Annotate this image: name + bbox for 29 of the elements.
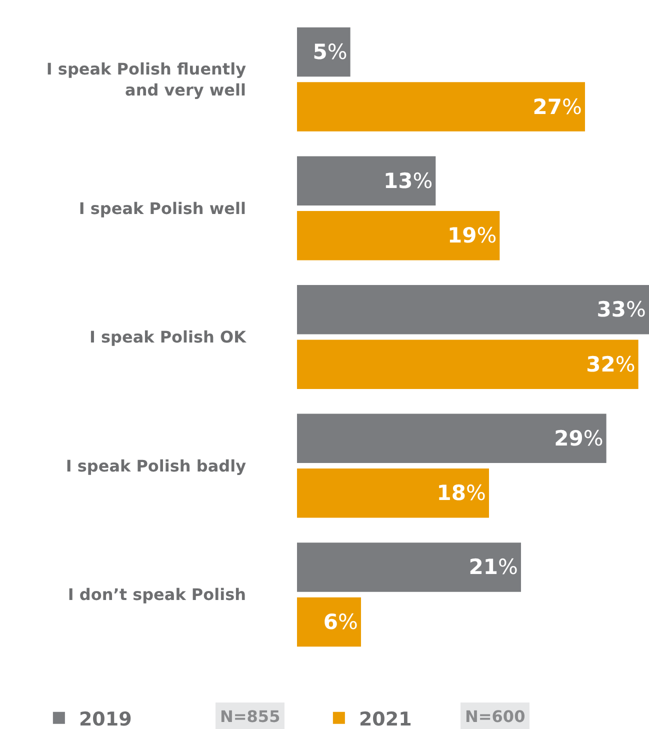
data-label: 29% [554,426,604,450]
data-label: 6% [323,610,358,634]
data-label: 18% [436,481,486,506]
legend-label: 2019 [78,708,132,729]
data-label: 5% [312,40,348,64]
data-label: 33% [596,298,646,322]
data-label: 27% [532,94,582,119]
y-tick-label: I don’t speak Polish [68,585,246,604]
bar [297,210,500,260]
data-label: 21% [468,555,518,580]
y-tick-label: I speak Polish fluently and very well [46,60,247,100]
bar [297,340,638,389]
data-label: 13% [383,168,433,193]
bar [297,468,489,518]
text: N=855 [220,707,280,726]
bar [297,414,606,464]
bar [297,156,436,206]
bar [297,27,350,77]
data-label: 19% [447,224,497,248]
y-tick-label: I speak Polish OK [89,328,247,347]
y-tick-label: I speak Polish badly [66,456,247,476]
bar [297,82,585,132]
bar [297,597,361,647]
data-label: 32% [586,352,636,376]
legend-label: 2021 [358,708,412,729]
y-tick-label: I speak Polish well [78,198,246,218]
annotation: N=600 [465,707,526,726]
bar [297,542,521,592]
bar [297,285,649,334]
